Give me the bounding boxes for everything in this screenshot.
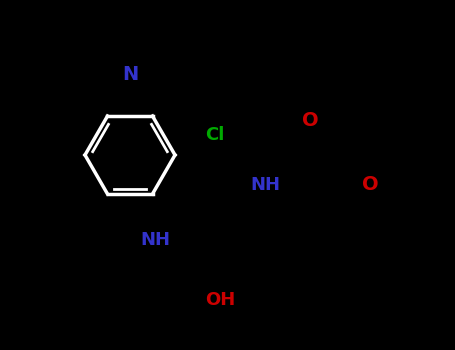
Text: OH: OH	[205, 291, 235, 309]
Text: O: O	[302, 111, 318, 130]
Text: N: N	[122, 65, 138, 84]
Text: NH: NH	[250, 176, 280, 194]
Text: O: O	[362, 175, 378, 195]
Text: NH: NH	[140, 231, 170, 249]
Text: Cl: Cl	[205, 126, 225, 144]
